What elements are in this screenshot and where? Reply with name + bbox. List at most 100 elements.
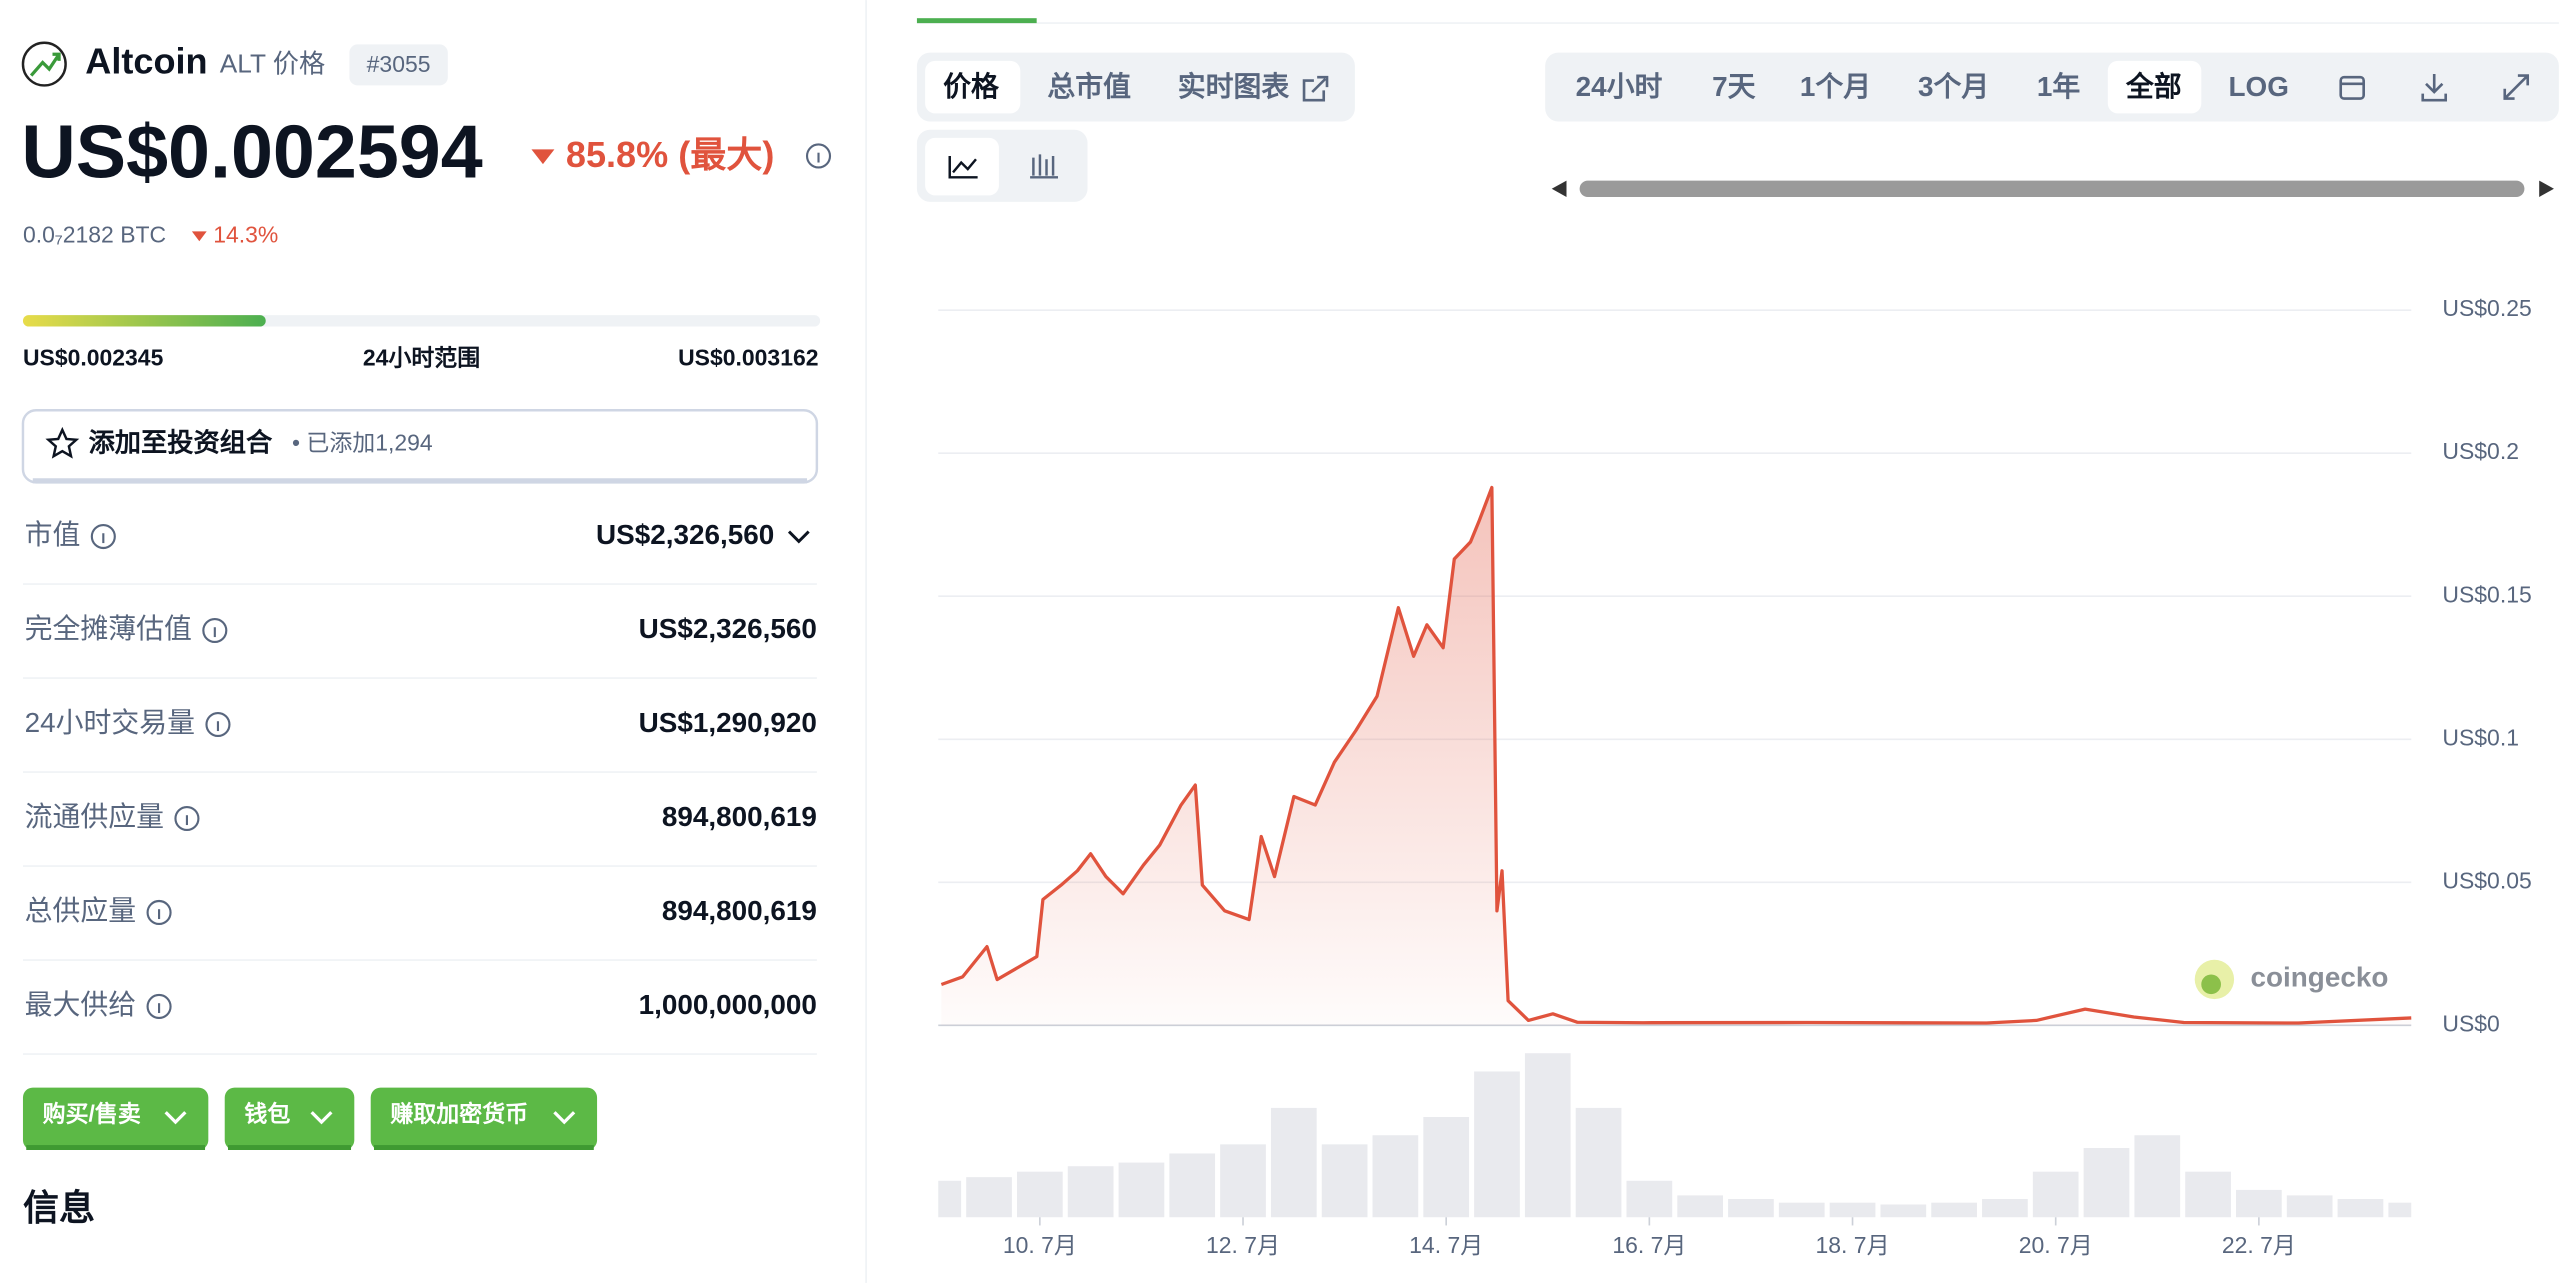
volume-bar [1220, 1144, 1266, 1218]
volume-bar [1067, 1166, 1114, 1218]
x-tick-label: 16. 7月 [1612, 1232, 1686, 1258]
chevron [310, 1111, 333, 1125]
volume-bar [2388, 1202, 2412, 1218]
action-button[interactable] [224, 1087, 355, 1150]
stat-value: 894,800,619 [662, 895, 817, 926]
range-active [2107, 60, 2202, 114]
chart-tab[interactable]: 价格 [943, 71, 1000, 102]
line-style-button[interactable] [925, 137, 999, 196]
stat-label: 市值 [25, 519, 81, 550]
action-label: 钱包 [244, 1101, 290, 1127]
volume-bar [1626, 1180, 1673, 1218]
range-fill [22, 315, 266, 327]
action-button-shadow [373, 1145, 594, 1150]
x-tick-label: 18. 7月 [1816, 1232, 1890, 1258]
section-title: 信息 [23, 1187, 95, 1228]
info-icon[interactable] [146, 899, 172, 926]
volume-bar [1880, 1204, 1927, 1218]
volume-bar [2083, 1147, 2130, 1218]
stat-label: 流通供应量 [25, 801, 164, 832]
chart-tab[interactable]: 总市值 [1047, 70, 1131, 102]
range-group [1545, 52, 2559, 122]
chevron[interactable] [787, 530, 810, 544]
info-icon[interactable] [90, 523, 116, 550]
volume-bar [1778, 1202, 1825, 1218]
download-icon[interactable] [2421, 73, 2448, 102]
info-icon[interactable] [146, 993, 172, 1020]
y-tick-label: US$0.25 [2442, 295, 2531, 321]
price-area [941, 487, 2412, 1026]
x-tick-label: 22. 7月 [2222, 1232, 2296, 1258]
coin-logo-arrow [29, 52, 61, 77]
volume-bar [2236, 1189, 2282, 1218]
price: US$0.002594 [21, 110, 482, 194]
chart-tab[interactable]: 实时图表 [1178, 70, 1290, 102]
info-icon[interactable] [205, 711, 231, 738]
rank-badge [349, 44, 448, 86]
volume-bar [2337, 1199, 2384, 1218]
volume-bar [1474, 1071, 1520, 1218]
volume-bar [1118, 1162, 1165, 1218]
volume-bar [2032, 1171, 2079, 1218]
x-tick-label: 20. 7月 [2019, 1232, 2093, 1258]
volume-bar [1423, 1117, 1470, 1218]
down-arrow [191, 231, 207, 242]
volume-bar [1575, 1107, 1622, 1218]
stat-label: 完全摊薄估值 [25, 613, 192, 644]
volume-bar [2286, 1195, 2333, 1218]
time-range[interactable]: 1个月 [1800, 71, 1871, 102]
price-line [940, 485, 2412, 1025]
scrollbar[interactable] [1579, 180, 2525, 197]
time-range[interactable]: 3个月 [1918, 71, 1989, 102]
scroll-right[interactable] [2539, 180, 2554, 197]
volume-bar [1982, 1199, 2028, 1218]
stat-value: US$2,326,560 [596, 519, 774, 550]
time-range[interactable]: 全部 [2125, 70, 2182, 102]
candle-icon[interactable] [1030, 154, 1058, 179]
chart-tab-group [916, 52, 1355, 122]
action-button[interactable] [22, 1087, 209, 1150]
volume-bar [1524, 1053, 1571, 1218]
fullscreen-icon[interactable] [2503, 74, 2530, 100]
line-chart-icon [948, 155, 978, 179]
time-range[interactable]: 1年 [2037, 70, 2081, 102]
action-label: 购买/售卖 [43, 1101, 141, 1127]
info-icon[interactable] [202, 617, 228, 644]
time-range[interactable]: 7天 [1712, 71, 1756, 102]
tab-active-underline [916, 18, 1037, 24]
chart: US$0 US$0.05 US$0.1 US$0.15 US$0.2 US$0.25 10.… [938, 295, 2532, 1258]
volume-bar [966, 1177, 1012, 1218]
price-change: 85.8% (最大) [566, 134, 775, 175]
volume-bar [1829, 1202, 1876, 1218]
info-icon[interactable] [174, 805, 200, 832]
x-tick-label: 12. 7月 [1206, 1232, 1280, 1258]
volume-bar [1016, 1171, 1063, 1218]
scroll-left[interactable] [1551, 180, 1567, 197]
volume-bar [2185, 1171, 2231, 1218]
stat-value: 894,800,619 [662, 801, 817, 832]
star-icon [45, 426, 80, 459]
volume-bar [2134, 1135, 2181, 1218]
btc-price: 0.0₇2182 BTC [23, 221, 166, 247]
rank: #3055 [367, 51, 431, 77]
volume-bar [1321, 1144, 1368, 1218]
stat-value: US$2,326,560 [639, 613, 817, 644]
volume-bar [1931, 1202, 1977, 1218]
down-arrow [531, 149, 555, 165]
portfolio-label: 添加至投资组合 [89, 428, 273, 458]
calendar-icon[interactable] [2339, 75, 2365, 100]
time-range[interactable]: LOG [2228, 71, 2288, 102]
range-high: US$0.003162 [678, 344, 818, 370]
coin-symbol: ALT 价格 [220, 49, 325, 79]
volume-bar [1728, 1199, 1774, 1218]
y-tick-label: US$0.2 [2442, 438, 2519, 464]
stat-label: 最大供给 [25, 989, 136, 1020]
time-range[interactable]: 24小时 [1576, 71, 1663, 102]
x-tick-label: 14. 7月 [1409, 1232, 1483, 1258]
info-icon[interactable] [805, 143, 832, 169]
action-button[interactable] [370, 1087, 598, 1150]
range-low: US$0.002345 [23, 344, 164, 370]
stat-value: US$1,290,920 [639, 707, 817, 738]
